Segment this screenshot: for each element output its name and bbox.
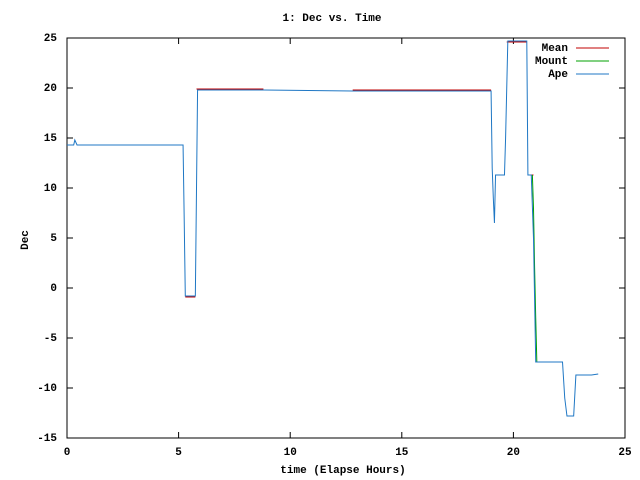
legend-label: Ape (548, 69, 568, 81)
x-tick-label: 5 (175, 447, 182, 459)
x-axis-label: time (Elapse Hours) (280, 465, 405, 477)
y-tick-label: 5 (50, 233, 57, 245)
series-line (67, 40, 599, 417)
y-tick-label: 15 (44, 133, 58, 145)
y-tick-label: 20 (44, 83, 57, 95)
x-tick-label: 0 (64, 447, 71, 459)
y-tick-label: 10 (44, 183, 57, 195)
series-line (185, 41, 534, 298)
y-tick-label: -5 (44, 333, 58, 345)
x-tick-label: 25 (618, 447, 632, 459)
x-tick-label: 20 (507, 447, 520, 459)
y-tick-label: 25 (44, 33, 58, 45)
legend-label: Mount (535, 56, 568, 68)
x-tick-label: 10 (284, 447, 297, 459)
y-tick-label: -15 (37, 433, 57, 445)
y-tick-label: -10 (37, 383, 57, 395)
y-tick-label: 0 (50, 283, 57, 295)
x-tick-label: 15 (395, 447, 409, 459)
y-axis-label: Dec (20, 230, 32, 250)
plot-frame (66, 37, 626, 439)
legend-label: Mean (542, 43, 568, 55)
chart-title: 1: Dec vs. Time (282, 13, 381, 25)
